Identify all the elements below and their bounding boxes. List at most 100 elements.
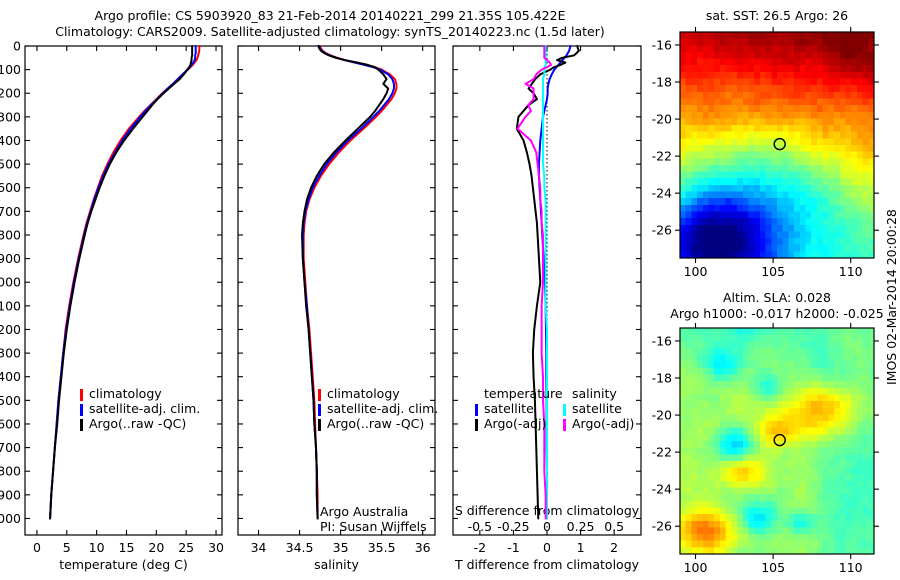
map-sla-profile-marker (773, 433, 786, 447)
map-xtick-label: 105 (761, 560, 785, 575)
panel-temperature: 0100200300400500600700800900100011001200… (0, 0, 230, 580)
temperature-series-satellite-adj--clim- (49, 45, 197, 520)
legend-label: Argo(..raw -QC) (89, 416, 186, 431)
map-sla-svg: 100 105 110 -16 -18 -20 -22 -24 -26 Altim. SLA: 0… (652, 290, 884, 575)
depth-tick-label: 1900 (0, 487, 21, 502)
temp-xtick-label: 25 (178, 540, 194, 555)
argo-australia-label: Argo Australia (320, 504, 408, 519)
map-ytick-label: -18 (652, 75, 672, 90)
salinity-plot-frame (237, 45, 436, 536)
map-ytick-label: -26 (652, 519, 672, 534)
t-difference-axis-label: T difference from climatology (454, 557, 640, 572)
map-ytick-label: -18 (652, 371, 672, 386)
map-ytick-label: -20 (652, 112, 672, 127)
legend-header-temperature: temperature (484, 386, 563, 401)
depth-tick-label: 2000 (0, 511, 21, 526)
temperature-plot-svg: 0100200300400500600700800900100011001200… (0, 39, 224, 573)
depth-tick-label: 800 (0, 227, 21, 242)
panel-difference: -2 -1 0 1 2 T difference from climatology -0.5… (445, 0, 660, 580)
map-ytick-label: -16 (652, 333, 672, 348)
map-ytick-label: -26 (652, 223, 672, 238)
depth-tick-label: 200 (0, 86, 21, 101)
legend-label: climatology (89, 386, 162, 401)
temperature-axis-label: temperature (deg C) (59, 557, 188, 572)
map-sla-title-line1: Altim. SLA: 0.028 (723, 290, 831, 305)
temperature-series-argo---raw--qc- (49, 45, 194, 520)
depth-tick-label: 500 (0, 157, 21, 172)
t-diff-xtick-label: -1 (507, 540, 519, 555)
map-sla-title-line2: Argo h1000: -0.017 h2000: -0.025 (670, 306, 883, 321)
depth-tick-label: 1800 (0, 464, 21, 479)
imos-timestamp-text: IMOS 02-Mar-2014 20:00:28 (884, 209, 899, 385)
map-ytick-label: -22 (652, 149, 672, 164)
legend-label: satellite-adj. clim. (89, 401, 200, 416)
difference-series-salinity-satellite (541, 45, 548, 520)
legend-swatch (318, 389, 321, 401)
map-sst: 100 105 110 -16 -18 -20 -22 -24 -26 sat. SST: 26.… (652, 0, 900, 290)
temperature-series-climatology (49, 45, 201, 520)
s-diff-xtick-label: 0.25 (567, 519, 595, 534)
temp-xtick-label: 5 (63, 540, 71, 555)
map-xtick-label: 105 (761, 264, 785, 279)
temp-xtick-label: 10 (89, 540, 105, 555)
t-diff-xtick-label: -2 (474, 540, 486, 555)
depth-tick-label: 300 (0, 109, 21, 124)
legend-swatch (80, 389, 83, 401)
s-diff-xtick-label: 0.5 (604, 519, 624, 534)
legend-swatch (80, 419, 83, 431)
map-xtick-label: 100 (684, 560, 708, 575)
legend-swatch (563, 404, 566, 416)
sal-xtick-label: 36 (415, 540, 431, 555)
depth-tick-label: 1100 (0, 298, 21, 313)
map-sst-svg: 100 105 110 -16 -18 -20 -22 -24 -26 sat. SST: 26.… (652, 8, 879, 279)
map-sla-frame (679, 327, 875, 555)
t-diff-xtick-label: 0 (543, 540, 551, 555)
map-raster (680, 32, 875, 259)
map-ytick-label: -20 (652, 408, 672, 423)
salinity-series-argo---raw--qc- (301, 45, 390, 520)
page-title-line1: Argo profile: CS 5903920_83 21-Feb-2014 … (94, 8, 566, 23)
map-ytick-label: -22 (652, 445, 672, 460)
depth-tick-label: 1200 (0, 322, 21, 337)
map-sla: 100 105 110 -16 -18 -20 -22 -24 -26 Altim. SLA: 0… (652, 290, 900, 580)
s-diff-xtick-label: -0.5 (468, 519, 492, 534)
difference-series-temperature-argo--adj- (515, 45, 580, 520)
panel-salinity: 34 34.5 35 35.5 36 salinity climatology satelli… (230, 0, 445, 580)
legend-label: Argo(-adj) (484, 416, 546, 431)
legend-swatch (80, 404, 83, 416)
legend-label: Argo(..raw -QC) (327, 416, 424, 431)
depth-tick-label: 1300 (0, 346, 21, 361)
difference-plot-svg: -2 -1 0 1 2 T difference from climatology -0.5… (452, 45, 642, 572)
map-sst-profile-marker (773, 137, 786, 151)
depth-tick-label: 400 (0, 133, 21, 148)
map-xtick-label: 110 (839, 560, 863, 575)
legend-swatch (318, 404, 321, 416)
map-ytick-label: -24 (652, 186, 672, 201)
legend-label: satellite-adj. clim. (327, 401, 438, 416)
temp-xtick-label: 15 (119, 540, 135, 555)
depth-tick-label: 1600 (0, 416, 21, 431)
sal-xtick-label: 34 (251, 540, 267, 555)
legend-swatch (475, 404, 478, 416)
depth-tick-label: 1500 (0, 393, 21, 408)
depth-tick-label: 900 (0, 251, 21, 266)
salinity-plot-svg: 34 34.5 35 35.5 36 salinity climatologysatelli… (237, 45, 438, 572)
t-diff-xtick-label: 1 (577, 540, 585, 555)
difference-series-salinity-argo--adj- (516, 45, 553, 520)
legend-label: satellite (484, 401, 534, 416)
depth-tick-label: 700 (0, 204, 21, 219)
pi-label: PI: Susan Wijffels (320, 519, 427, 534)
map-ytick-label: -16 (652, 37, 672, 52)
salinity-series-climatology (302, 45, 398, 520)
temp-xtick-label: 20 (148, 540, 164, 555)
temperature-plot-frame (24, 45, 223, 536)
s-diff-xtick-label: -0.25 (497, 519, 529, 534)
t-diff-xtick-label: 2 (610, 540, 618, 555)
legend-swatch (318, 419, 321, 431)
map-sst-frame (679, 31, 875, 259)
depth-tick-label: 0 (13, 39, 21, 54)
map-xtick-label: 110 (839, 264, 863, 279)
page-title-line2: Climatology: CARS2009. Satellite-adjuste… (55, 24, 605, 39)
depth-tick-label: 1700 (0, 440, 21, 455)
sal-xtick-label: 34.5 (286, 540, 314, 555)
